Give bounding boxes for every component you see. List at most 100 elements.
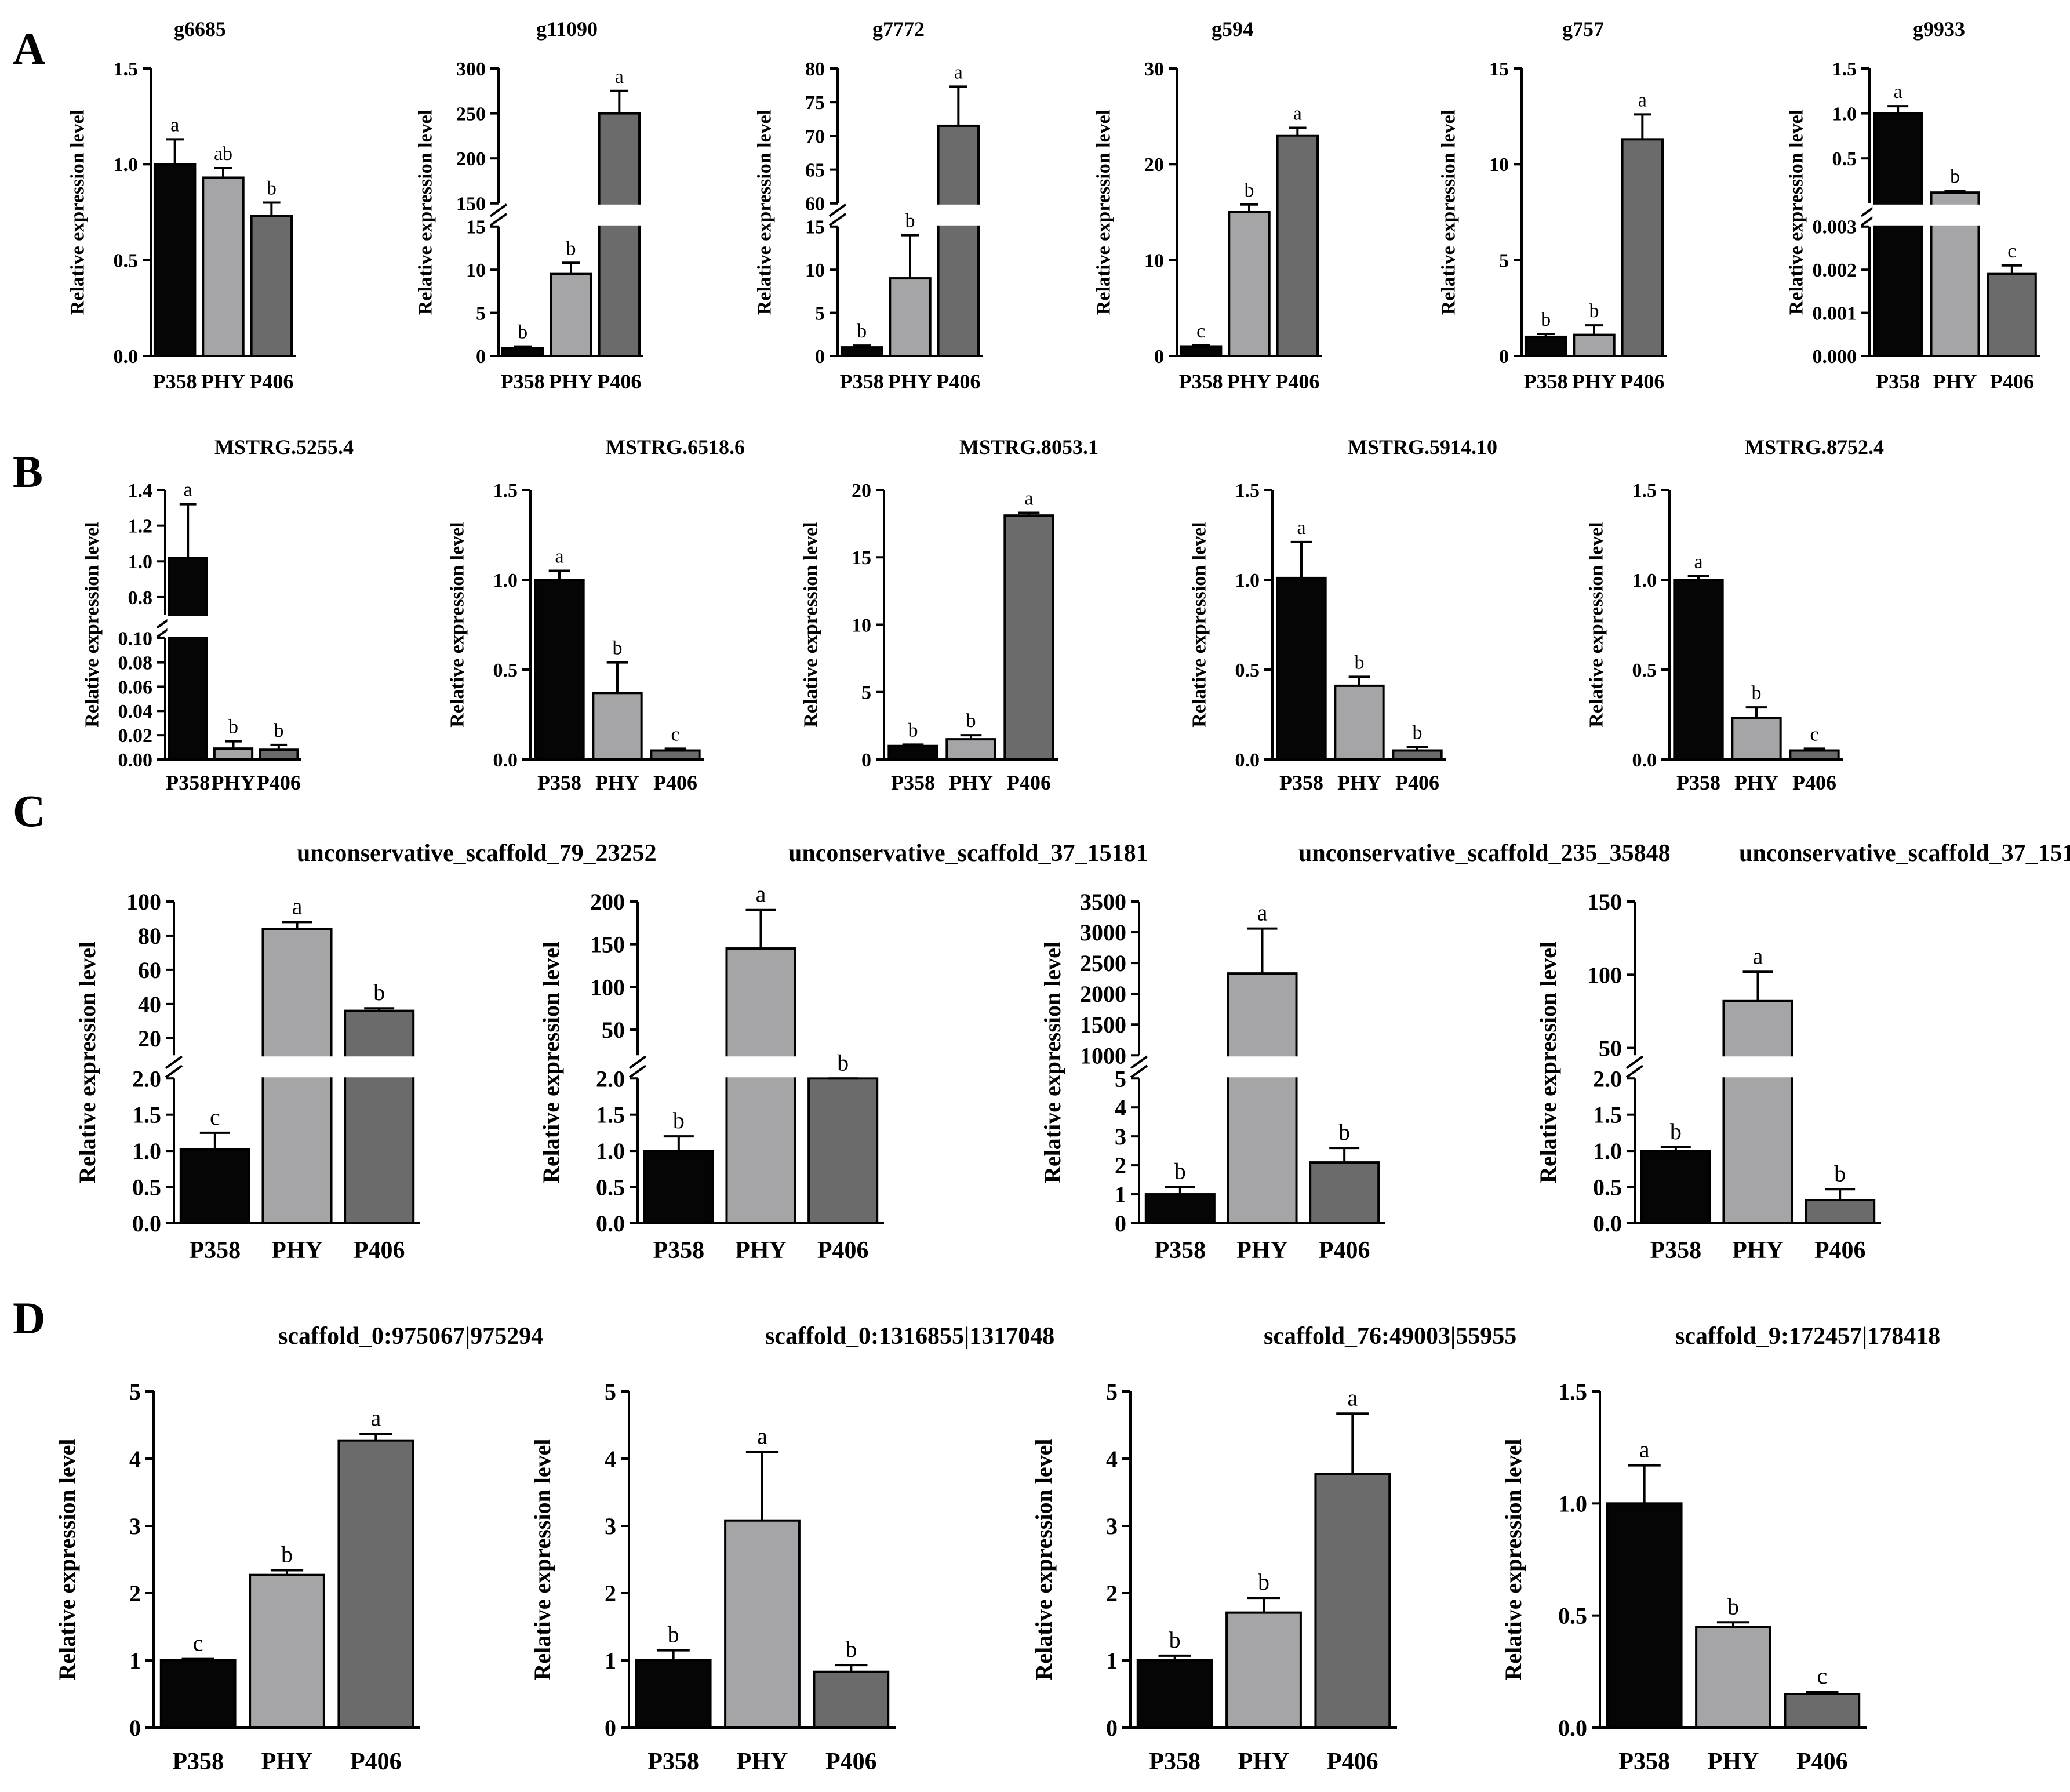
significance-letter: b <box>1727 1593 1739 1619</box>
y-tick-label: 1.5 <box>1593 1102 1622 1128</box>
significance-letter: c <box>671 724 679 745</box>
chart-title: scaffold_9:172457|178418 <box>1675 1323 1940 1350</box>
chart-title: MSTRG.5255.4 <box>214 435 354 459</box>
y-axis-label: Relative expression level <box>1500 1439 1526 1681</box>
y-tick-label: 1.4 <box>128 480 153 501</box>
y-tick-label: 0 <box>1115 1211 1126 1237</box>
significance-letter: c <box>1810 724 1818 745</box>
category-label: P406 <box>1275 370 1319 393</box>
significance-letter: b <box>274 720 283 741</box>
bar-break-gap <box>1929 204 1981 226</box>
y-axis-label: Relative expression level <box>1039 942 1065 1183</box>
bar-break-gap <box>167 616 209 637</box>
category-label: P406 <box>1319 1237 1370 1264</box>
y-tick-label: 20 <box>1144 154 1164 176</box>
y-axis-label: Relative expression level <box>1585 522 1607 727</box>
chart-title: MSTRG.5914.10 <box>1348 435 1497 459</box>
y-tick-label: 0.5 <box>132 1175 161 1201</box>
bar-p358 <box>179 1148 250 1224</box>
bar-break-gap <box>936 204 981 226</box>
y-tick-label: 1.5 <box>114 59 139 80</box>
y-axis-label: Relative expression level <box>1093 110 1114 315</box>
y-tick-label: 0 <box>815 346 825 368</box>
category-label: P406 <box>1395 771 1439 794</box>
significance-letter: b <box>905 210 915 232</box>
bar-break-gap <box>1722 1056 1794 1078</box>
y-tick-label: 300 <box>456 59 486 80</box>
bar-p358 <box>1179 345 1223 358</box>
y-tick-label: 2000 <box>1080 981 1126 1007</box>
bar-p406 <box>650 749 701 761</box>
y-tick-label: 5 <box>129 1379 141 1405</box>
significance-letter: c <box>1196 321 1205 342</box>
chart-title: unconservative_scaffold_37_15178 <box>1739 840 2070 867</box>
y-tick-label: 40 <box>138 991 161 1017</box>
chart: MSTRG.5914.10 0.0 0.5 1.0 1.5 Relative expres… <box>1188 435 1497 794</box>
category-label: PHY <box>1236 1237 1288 1264</box>
significance-letter: b <box>228 717 238 738</box>
chart: MSTRG.8053.1 0 5 10 15 20 Relative expression … <box>800 435 1098 794</box>
category-label: P358 <box>653 1237 705 1264</box>
category-label: PHY <box>1238 1749 1290 1775</box>
y-tick-label: 5 <box>1499 250 1509 272</box>
y-tick-label: 4 <box>129 1446 141 1472</box>
significance-letter: a <box>615 66 624 88</box>
significance-letter: a <box>1257 900 1268 926</box>
y-tick-label: 150 <box>456 194 486 215</box>
axis-break-mark <box>628 1055 647 1069</box>
bar-p358 <box>153 163 197 357</box>
significance-letter: a <box>1293 103 1302 125</box>
category-label: P406 <box>936 370 980 393</box>
bar-break-gap <box>343 1056 416 1078</box>
significance-letter: b <box>1258 1569 1269 1595</box>
category-label: P358 <box>647 1749 699 1775</box>
y-tick-label: 5 <box>605 1379 616 1405</box>
chart-title: MSTRG.8053.1 <box>959 435 1098 459</box>
y-tick-label: 1 <box>129 1648 141 1674</box>
significance-letter: c <box>193 1630 203 1656</box>
bar-break-gap <box>261 1056 333 1078</box>
category-label: P358 <box>1676 771 1720 794</box>
chart: g6685 0.0 0.5 1.0 1.5 Relative expression lev… <box>67 17 296 393</box>
y-tick-label: 1.5 <box>493 480 518 501</box>
y-tick-label: 0.02 <box>118 725 153 747</box>
chart-title: scaffold_0:975067|975294 <box>278 1323 543 1350</box>
y-tick-label: 0.0 <box>132 1211 161 1237</box>
category-label: PHY <box>1734 771 1778 794</box>
y-tick-label: 0 <box>861 750 871 771</box>
y-tick-label: 0.5 <box>1832 148 1857 170</box>
y-tick-label: 10 <box>805 260 825 281</box>
significance-letter: a <box>1297 517 1305 539</box>
bar-phy <box>945 738 996 761</box>
y-axis-label: Relative expression level <box>800 522 821 727</box>
y-tick-label: 200 <box>590 889 625 915</box>
bar-phy <box>550 272 592 358</box>
significance-letter: b <box>1338 1119 1350 1145</box>
y-tick-label: 75 <box>805 92 825 114</box>
bar-p358 <box>159 1659 237 1729</box>
bar-p358 <box>1524 335 1567 358</box>
significance-letter: a <box>555 546 563 568</box>
y-tick-label: 50 <box>602 1017 625 1043</box>
significance-letter: b <box>673 1107 685 1133</box>
y-tick-label: 2.0 <box>596 1066 625 1092</box>
category-label: P406 <box>350 1749 402 1775</box>
chart-title: g6685 <box>174 17 226 41</box>
chart: g9933 0.000 0.001 0.002 0.003 0.5 1.0 1.5 Relati… <box>1785 17 2040 393</box>
axis-break-mark <box>1130 1064 1148 1078</box>
y-tick-label: 4 <box>1115 1095 1126 1121</box>
bar-p358 <box>501 347 544 357</box>
significance-letter: c <box>210 1104 220 1130</box>
category-label: P358 <box>537 771 581 794</box>
y-tick-label: 10 <box>1144 250 1164 272</box>
category-label: PHY <box>201 370 245 393</box>
y-tick-label: 1.0 <box>132 1138 161 1164</box>
y-tick-label: 0.0 <box>114 346 139 368</box>
y-tick-label: 100 <box>1587 962 1622 988</box>
y-tick-label: 0.002 <box>1813 260 1857 281</box>
bar-p406 <box>259 748 299 761</box>
y-tick-label: 15 <box>805 217 825 238</box>
